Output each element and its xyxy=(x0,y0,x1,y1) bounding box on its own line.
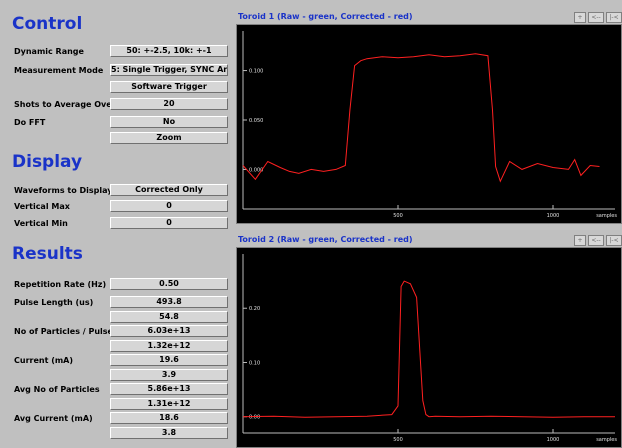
software-trigger-button[interactable]: Software Trigger xyxy=(110,81,228,93)
zoom-in-button[interactable]: + xyxy=(574,235,586,246)
x-axis-label: samples xyxy=(596,437,617,443)
particles-label: No of Particles / Pulse xyxy=(14,327,113,336)
avg-current-label: Avg Current (mA) xyxy=(14,414,93,423)
expand-button[interactable]: <--> xyxy=(588,12,604,30)
current-field: 19.6 xyxy=(110,354,228,366)
toroid2-plot[interactable]: 0.00 0.10 0.20 500 1000 samples xyxy=(236,247,622,448)
toroid2-panel: Toroid 2 (Raw - green, Corrected - red) … xyxy=(236,235,622,448)
measurement-mode-field[interactable]: 5: Single Trigger, SYNC Arm xyxy=(110,64,228,76)
avg-particles-label: Avg No of Particles xyxy=(14,385,100,394)
toroid1-chart: 0.000 0.050 0.100 500 1000 samples xyxy=(242,31,617,219)
display-title: Display xyxy=(12,152,83,172)
x-axis-label: samples xyxy=(596,213,617,219)
y-tick-label: 0.000 xyxy=(249,167,263,173)
pulse-length-error-field: 54.8 xyxy=(110,311,228,323)
y-tick-label: 0.00 xyxy=(249,415,260,421)
vertical-min-field[interactable]: 0 xyxy=(110,217,228,229)
pulse-length-field: 493.8 xyxy=(110,296,228,308)
y-tick-label: 0.10 xyxy=(249,360,260,366)
zoom-in-button[interactable]: + xyxy=(574,12,586,23)
rep-rate-label: Repetition Rate (Hz) xyxy=(14,280,107,289)
y-tick-label: 0.100 xyxy=(249,69,263,75)
avg-particles-error-field: 1.31e+12 xyxy=(110,398,228,410)
toroid2-toolbar: + <--> |-< xyxy=(574,235,622,253)
avg-current-error-field: 3.8 xyxy=(110,427,228,439)
dynamic-range-field[interactable]: 50: +-2.5, 10k: +-1 xyxy=(110,45,228,57)
toroid1-plot[interactable]: 0.000 0.050 0.100 500 1000 samples xyxy=(236,24,622,224)
shots-field[interactable]: 20 xyxy=(110,98,228,110)
reset-button[interactable]: |-< xyxy=(606,12,622,23)
measurement-mode-label: Measurement Mode xyxy=(14,66,104,75)
y-tick-label: 0.050 xyxy=(249,118,263,124)
dynamic-range-label: Dynamic Range xyxy=(14,47,84,56)
zoom-button[interactable]: Zoom xyxy=(110,132,228,144)
x-tick-label: 500 xyxy=(393,437,403,443)
pulse-length-label: Pulse Length (us) xyxy=(14,298,94,307)
toroid2-chart: 0.00 0.10 0.20 500 1000 samples xyxy=(242,254,617,443)
waveforms-field[interactable]: Corrected Only xyxy=(110,184,228,196)
current-label: Current (mA) xyxy=(14,356,74,365)
x-tick-label: 500 xyxy=(393,213,403,219)
shots-label: Shots to Average Over xyxy=(14,100,116,109)
toroid1-toolbar: + <--> |-< xyxy=(574,12,622,30)
x-tick-label: 1000 xyxy=(547,437,560,443)
control-panel: Control Dynamic Range 50: +-2.5, 10k: +-… xyxy=(0,0,236,448)
results-title: Results xyxy=(12,244,83,264)
toroid1-panel: Toroid 1 (Raw - green, Corrected - red) … xyxy=(236,12,622,224)
toroid1-title: Toroid 1 (Raw - green, Corrected - red) xyxy=(238,12,413,21)
particles-field: 6.03e+13 xyxy=(110,325,228,337)
vertical-max-label: Vertical Max xyxy=(14,202,70,211)
rep-rate-field: 0.50 xyxy=(110,278,228,290)
current-error-field: 3.9 xyxy=(110,369,228,381)
avg-particles-field: 5.86e+13 xyxy=(110,383,228,395)
toroid2-title: Toroid 2 (Raw - green, Corrected - red) xyxy=(238,235,413,244)
expand-button[interactable]: <--> xyxy=(588,235,604,253)
vertical-min-label: Vertical Min xyxy=(14,219,68,228)
fft-label: Do FFT xyxy=(14,118,46,127)
particles-error-field: 1.32e+12 xyxy=(110,340,228,352)
y-tick-label: 0.20 xyxy=(249,306,260,312)
vertical-max-field[interactable]: 0 xyxy=(110,200,228,212)
series-line xyxy=(242,280,615,418)
fft-field[interactable]: No xyxy=(110,116,228,128)
waveforms-label: Waveforms to Display xyxy=(14,186,113,195)
control-title: Control xyxy=(12,14,83,34)
x-tick-label: 1000 xyxy=(547,213,560,219)
avg-current-field: 18.6 xyxy=(110,412,228,424)
series-line xyxy=(242,53,600,183)
reset-button[interactable]: |-< xyxy=(606,235,622,246)
